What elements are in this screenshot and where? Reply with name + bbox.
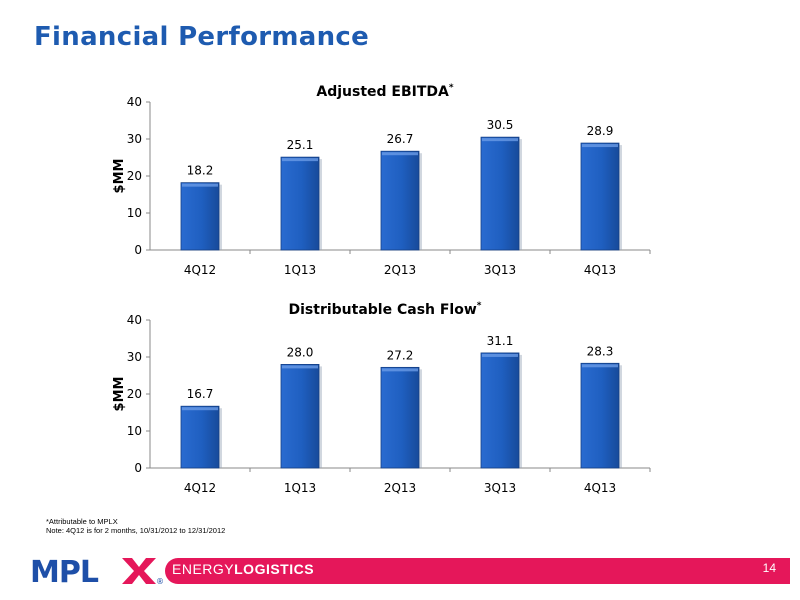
y-tick-label: 30 bbox=[127, 350, 142, 364]
data-label: 28.9 bbox=[587, 124, 614, 138]
data-label: 30.5 bbox=[487, 118, 514, 132]
footnote: *Attributable to MPLX Note: 4Q12 is for … bbox=[46, 517, 225, 535]
bar bbox=[180, 182, 220, 251]
y-tick-label: 40 bbox=[127, 313, 142, 327]
x-tick-label: 2Q13 bbox=[384, 481, 416, 495]
data-label: 28.0 bbox=[287, 345, 314, 359]
chart-title-marker: * bbox=[477, 301, 482, 311]
y-tick-label: 10 bbox=[127, 206, 142, 220]
tagline-bold: LOGISTICS bbox=[234, 561, 315, 577]
bar bbox=[280, 156, 320, 251]
bar bbox=[580, 142, 620, 251]
bar bbox=[380, 150, 420, 251]
x-tick-label: 1Q13 bbox=[284, 263, 316, 277]
x-tick-label: 1Q13 bbox=[284, 481, 316, 495]
footnote-attribution: *Attributable to MPLX bbox=[46, 517, 118, 526]
y-axis-label: $MM bbox=[112, 377, 127, 412]
data-label: 28.3 bbox=[587, 344, 614, 358]
bar bbox=[280, 364, 320, 469]
y-tick-label: 0 bbox=[134, 461, 142, 475]
bar-highlight bbox=[282, 365, 318, 369]
mplx-logo: MPL ® bbox=[30, 555, 164, 588]
bar bbox=[380, 366, 420, 469]
bar-highlight bbox=[582, 144, 618, 148]
adjusted-ebitda-chart: Adjusted EBITDA* $MM 0 10 20 30 40 18.2 4Q12 25.1… bbox=[112, 83, 651, 277]
y-tick-label: 10 bbox=[127, 424, 142, 438]
x-tick-label: 4Q12 bbox=[184, 481, 216, 495]
data-label: 16.7 bbox=[187, 387, 214, 401]
y-tick-label: 0 bbox=[134, 243, 142, 257]
bar bbox=[180, 405, 220, 469]
x-tick-label: 3Q13 bbox=[484, 481, 516, 495]
y-tick-label: 40 bbox=[127, 95, 142, 109]
x-tick-label: 4Q13 bbox=[584, 481, 616, 495]
chart-title-marker: * bbox=[449, 83, 454, 93]
x-tick-label: 2Q13 bbox=[384, 263, 416, 277]
footnote-note: Note: 4Q12 is for 2 months, 10/31/2012 t… bbox=[46, 526, 226, 535]
chart-title: Distributable Cash Flow* bbox=[289, 301, 482, 318]
bar-highlight bbox=[582, 364, 618, 368]
svg-text:MPL: MPL bbox=[30, 555, 99, 588]
footer: MPL ® ENERGYLOGISTICS 14 bbox=[0, 552, 800, 590]
bar-highlight bbox=[382, 368, 418, 372]
footer-bar bbox=[165, 558, 790, 584]
y-axis-label: $MM bbox=[112, 159, 127, 194]
bar-highlight bbox=[282, 158, 318, 162]
x-tick-label: 4Q13 bbox=[584, 263, 616, 277]
page-title: Financial Performance bbox=[34, 22, 370, 52]
bar-highlight bbox=[482, 353, 518, 357]
data-label: 27.2 bbox=[387, 348, 414, 362]
bar bbox=[580, 362, 620, 469]
bar bbox=[480, 136, 520, 251]
bar bbox=[480, 352, 520, 469]
distributable-cash-flow-chart: Distributable Cash Flow* $MM 0 10 20 30 40 16.7… bbox=[112, 301, 651, 495]
y-tick-label: 20 bbox=[127, 387, 142, 401]
data-label: 26.7 bbox=[387, 132, 414, 146]
x-tick-label: 4Q12 bbox=[184, 263, 216, 277]
registered-mark: ® bbox=[156, 577, 164, 586]
x-tick-label: 3Q13 bbox=[484, 263, 516, 277]
bar-highlight bbox=[182, 407, 218, 411]
y-tick-label: 30 bbox=[127, 132, 142, 146]
data-label: 25.1 bbox=[287, 138, 314, 152]
chart-title: Adjusted EBITDA* bbox=[316, 83, 454, 100]
data-label: 31.1 bbox=[487, 334, 514, 348]
tagline-light: ENERGY bbox=[172, 561, 235, 577]
y-tick-label: 20 bbox=[127, 169, 142, 183]
bar-highlight bbox=[382, 152, 418, 156]
bar-highlight bbox=[182, 183, 218, 187]
page-number: 14 bbox=[762, 561, 776, 575]
data-label: 18.2 bbox=[187, 164, 214, 178]
footer-tagline: ENERGYLOGISTICS bbox=[172, 561, 314, 577]
bar-highlight bbox=[482, 138, 518, 142]
